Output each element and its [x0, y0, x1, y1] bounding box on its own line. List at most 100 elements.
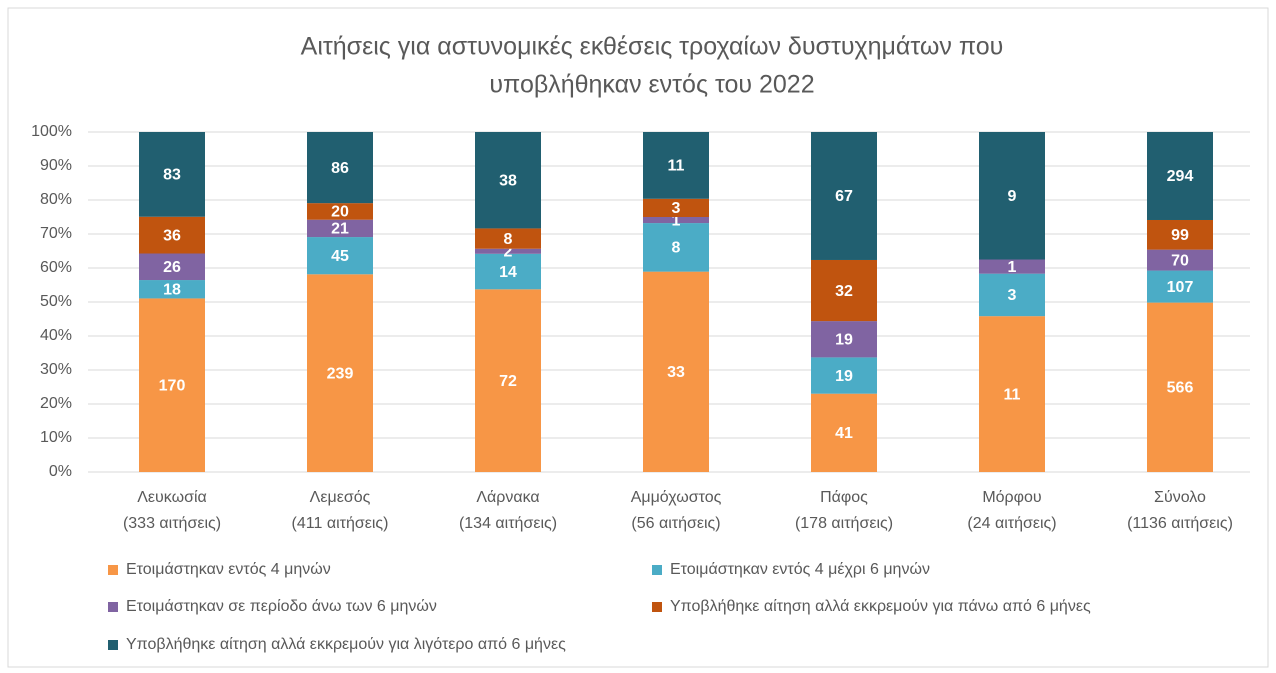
- bar-segment: [139, 253, 205, 281]
- bar-segment: [979, 132, 1045, 260]
- y-tick-label: 10%: [40, 429, 72, 446]
- bar-segment: [307, 132, 373, 204]
- data-label: 20: [331, 204, 349, 221]
- x-tick-label: (411 αιτήσεις): [292, 515, 389, 532]
- legend-label: Υποβλήθηκε αίτηση αλλά εκκρεμούν για λιγ…: [126, 636, 566, 653]
- y-tick-label: 50%: [40, 293, 72, 310]
- legend-swatch: [108, 602, 118, 612]
- legend-label: Υποβλήθηκε αίτηση αλλά εκκρεμούν για πάν…: [670, 598, 1091, 615]
- bar-segment: [1147, 249, 1213, 271]
- data-label: 41: [835, 425, 853, 442]
- y-tick-label: 80%: [40, 191, 72, 208]
- bar-segment: [979, 273, 1045, 317]
- bar-segment: [1147, 219, 1213, 250]
- bar-segment: [475, 228, 541, 249]
- y-tick-label: 30%: [40, 361, 72, 378]
- x-tick-label: Σύνολο: [1154, 489, 1206, 506]
- bar-segment: [307, 274, 373, 472]
- chart-border: [7, 7, 1269, 668]
- data-label: 11: [668, 158, 685, 175]
- chart-title: Αιτήσεις για αστυνομικές εκθέσεις τροχαί…: [301, 33, 1004, 61]
- bar-segment: [139, 132, 205, 217]
- bar-segment: [811, 357, 877, 394]
- bar-segment: [643, 198, 709, 217]
- bar-segment: [475, 289, 541, 472]
- legend-swatch: [652, 565, 662, 575]
- bar-segment: [643, 217, 709, 224]
- data-label: 21: [331, 221, 349, 238]
- bar-segment: [475, 253, 541, 290]
- bar-segment: [643, 271, 709, 472]
- data-label: 33: [667, 364, 685, 381]
- bar-segment: [307, 203, 373, 220]
- data-label: 11: [1004, 386, 1021, 403]
- bar-segment: [307, 219, 373, 238]
- bar-segment: [475, 248, 541, 254]
- bar-segment: [139, 298, 205, 472]
- legend-swatch: [108, 565, 118, 575]
- y-tick-label: 60%: [40, 259, 72, 276]
- legend-label: Ετοιμάστηκαν εντός 4 μέχρι 6 μηνών: [670, 561, 930, 578]
- bar-segment: [811, 259, 877, 322]
- bar-segment: [139, 280, 205, 299]
- x-tick-label: (178 αιτήσεις): [795, 515, 893, 532]
- y-tick-label: 0%: [49, 463, 72, 480]
- data-label: 8: [504, 231, 513, 248]
- data-label: 107: [1167, 279, 1194, 296]
- data-label: 45: [331, 248, 349, 265]
- data-label: 9: [1008, 188, 1017, 205]
- data-label: 38: [499, 172, 517, 189]
- data-label: 72: [499, 373, 517, 390]
- data-label: 3: [672, 200, 681, 217]
- bar-segment: [1147, 270, 1213, 303]
- data-label: 67: [835, 188, 853, 205]
- x-tick-label: Λάρνακα: [476, 489, 539, 506]
- data-label: 18: [163, 281, 181, 298]
- bar-segment: [139, 216, 205, 254]
- bar-segment: [307, 237, 373, 275]
- x-tick-label: (333 αιτήσεις): [123, 515, 221, 532]
- data-label: 36: [163, 227, 181, 244]
- bar-segment: [811, 132, 877, 260]
- bar-segment: [1147, 302, 1213, 472]
- data-label: 2: [504, 243, 513, 260]
- data-label: 170: [159, 377, 186, 394]
- chart-title: υποβλήθηκαν εντός του 2022: [489, 71, 814, 99]
- y-tick-label: 20%: [40, 395, 72, 412]
- x-tick-label: Λευκωσία: [137, 489, 207, 506]
- data-label: 26: [163, 259, 181, 276]
- data-label: 8: [672, 240, 681, 257]
- data-label: 19: [835, 368, 853, 385]
- data-label: 99: [1171, 227, 1189, 244]
- x-tick-label: Μόρφου: [982, 489, 1041, 506]
- bar-segment: [979, 316, 1045, 472]
- x-tick-label: (1136 αιτήσεις): [1127, 515, 1233, 532]
- x-tick-label: (134 αιτήσεις): [459, 515, 557, 532]
- bar-segment: [811, 393, 877, 472]
- bar-segment: [643, 223, 709, 272]
- x-tick-label: Αμμόχωστος: [631, 489, 722, 506]
- data-label: 1: [1008, 259, 1017, 276]
- bar-segment: [1147, 132, 1213, 220]
- data-label: 70: [1171, 252, 1189, 269]
- data-label: 3: [1008, 287, 1017, 304]
- x-tick-label: Λεμεσός: [310, 489, 371, 506]
- data-label: 32: [835, 283, 853, 300]
- data-label: 1: [672, 212, 681, 229]
- y-tick-label: 40%: [40, 327, 72, 344]
- y-tick-label: 70%: [40, 225, 72, 242]
- legend-swatch: [652, 602, 662, 612]
- bar-segment: [475, 132, 541, 229]
- x-tick-label: (24 αιτήσεις): [967, 515, 1056, 532]
- data-label: 19: [835, 331, 853, 348]
- x-tick-label: (56 αιτήσεις): [631, 515, 720, 532]
- data-label: 566: [1167, 380, 1194, 397]
- data-label: 239: [327, 365, 354, 382]
- bar-segment: [643, 132, 709, 199]
- y-tick-label: 100%: [31, 123, 72, 140]
- legend-label: Ετοιμάστηκαν σε περίοδο άνω των 6 μηνών: [126, 598, 437, 615]
- x-tick-label: Πάφος: [820, 489, 868, 506]
- bar-segment: [979, 259, 1045, 274]
- data-label: 86: [331, 160, 349, 177]
